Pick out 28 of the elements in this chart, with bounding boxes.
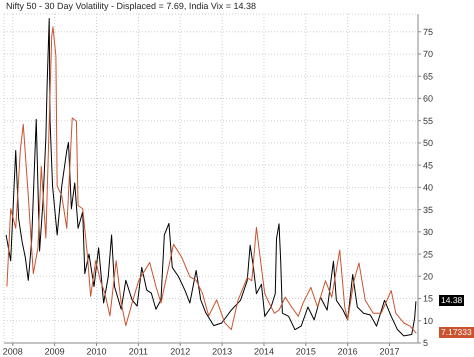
text: 14.38: [439, 295, 464, 306]
x-tick-label: 2014: [254, 346, 274, 356]
y-tick-label: 55: [423, 116, 434, 126]
y-tick-label: 20: [423, 272, 434, 282]
x-tick-label: 2013: [212, 346, 232, 356]
y-tick-label: 35: [423, 204, 434, 215]
x-tick-label: 2012: [170, 346, 190, 356]
y-tick-label: 30: [423, 227, 434, 238]
y-tick-label: 75: [423, 26, 434, 37]
text: 7.17333: [439, 327, 474, 338]
y-tick-label: 45: [423, 160, 434, 170]
x-tick-label: 2016: [338, 346, 358, 356]
y-tick-label: 50: [423, 138, 434, 148]
y-tick-label: 25: [423, 249, 434, 260]
y-tick-label: 60: [423, 94, 434, 104]
x-tick-label: 2008: [2, 346, 23, 356]
chart-title: Nifty 50 - 30 Day Volatility - Displaced = 7.69, India Vix = 14.38: [6, 1, 256, 11]
y-tick-label: 10: [423, 316, 434, 326]
x-tick-label: 2010: [86, 346, 107, 356]
y-tick-label: 70: [423, 49, 434, 60]
y-tick-label: 15: [423, 294, 434, 304]
x-tick-label: 2011: [128, 346, 148, 356]
x-tick-label: 2017: [380, 346, 400, 356]
y-tick-label: 65: [423, 71, 434, 82]
x-tick-label: 2009: [44, 346, 65, 356]
x-tick-label: 2015: [296, 346, 316, 356]
y-tick-label: 40: [423, 182, 434, 193]
y-tick-label: 5: [423, 338, 428, 348]
